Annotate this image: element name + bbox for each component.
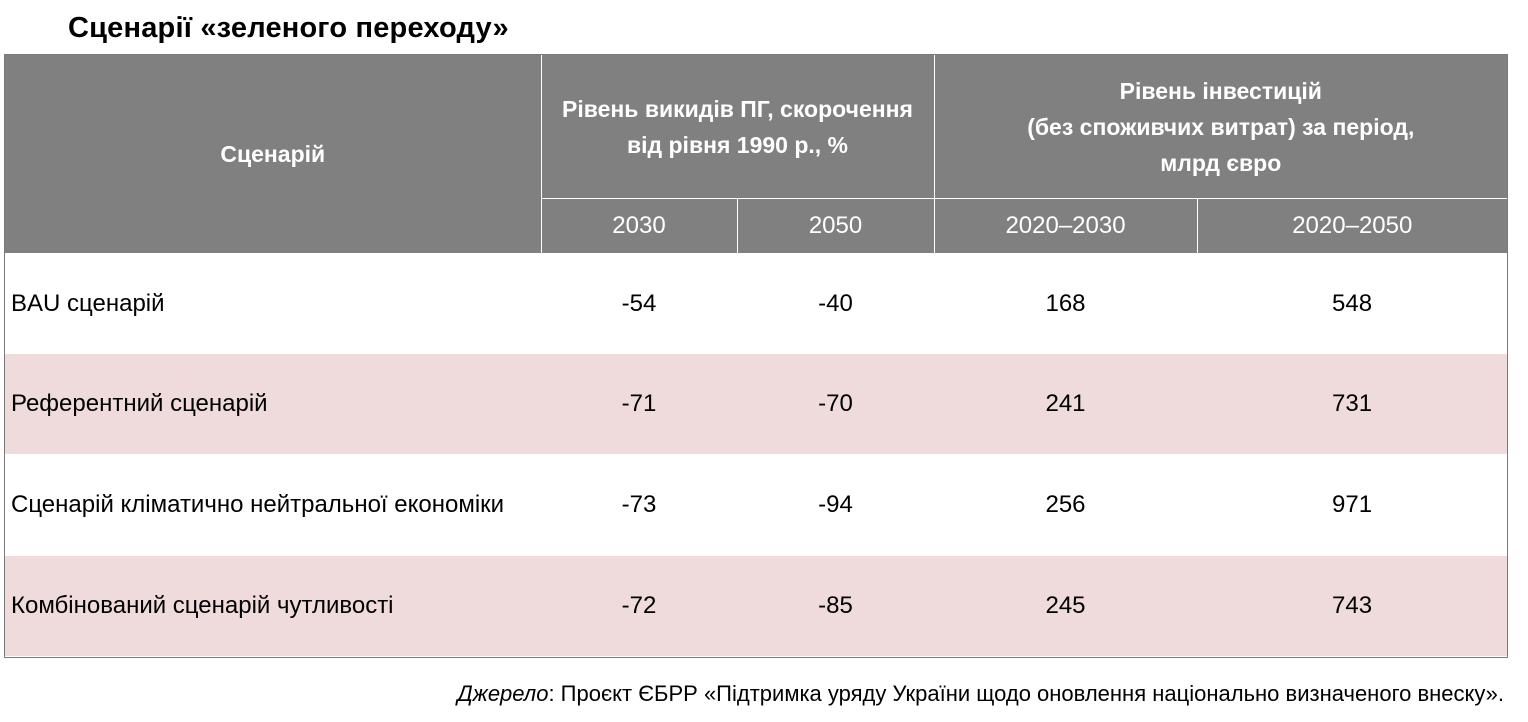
row-value-2050: -94 xyxy=(737,454,935,556)
row-value-2020-2050: 743 xyxy=(1197,556,1507,656)
row-value-2020-2050: 548 xyxy=(1197,253,1507,354)
table-row: Комбінований сценарій чутливості -72 -85… xyxy=(5,556,1507,656)
row-value-2030: -72 xyxy=(541,556,737,656)
row-value-2030: -73 xyxy=(541,454,737,556)
row-value-2030: -54 xyxy=(541,253,737,354)
row-value-2030: -71 xyxy=(541,354,737,454)
subheader-2030: 2030 xyxy=(540,198,738,254)
source-text: : Проєкт ЄБРР «Підтримка уряду України щ… xyxy=(548,681,1504,706)
table-row: BAU сценарій -54 -40 168 548 xyxy=(5,253,1507,354)
row-value-2020-2050: 731 xyxy=(1197,354,1507,454)
table-header-row: Сценарій Рівень викидів ПГ, скорочення в… xyxy=(5,55,1507,254)
row-value-2050: -85 xyxy=(737,556,935,656)
scenarios-table: Сценарій Рівень викидів ПГ, скорочення в… xyxy=(4,54,1508,658)
subheader-2050: 2050 xyxy=(736,198,935,254)
row-scenario-name: Сценарій кліматично нейтральної економік… xyxy=(5,454,541,556)
row-scenario-name: Комбінований сценарій чутливості xyxy=(5,556,541,656)
header-emissions: Рівень викидів ПГ, скорочення від рівня … xyxy=(540,55,935,199)
header-investment: Рівень інвестицій (без споживчих витрат)… xyxy=(933,55,1507,199)
row-value-2020-2050: 971 xyxy=(1197,454,1507,556)
row-value-2020-2030: 245 xyxy=(934,556,1198,656)
row-value-2020-2030: 241 xyxy=(934,354,1198,454)
row-scenario-name: Референтний сценарій xyxy=(5,354,541,454)
header-scenario: Сценарій xyxy=(5,55,542,254)
row-scenario-name: BAU сценарій xyxy=(5,253,541,354)
source-note: Джерело: Проєкт ЄБРР «Підтримка уряду Ук… xyxy=(457,681,1504,707)
source-label: Джерело xyxy=(457,681,549,706)
header-investment-line3: млрд євро xyxy=(1160,149,1282,176)
table-subheader-row: 2030 2050 2020–2030 2020–2050 xyxy=(5,198,1507,254)
row-value-2020-2030: 256 xyxy=(934,454,1198,556)
scenarios-table-grid: Сценарій Рівень викидів ПГ, скорочення в… xyxy=(5,55,1507,656)
row-value-2050: -40 xyxy=(737,253,935,354)
table-row: Референтний сценарій -71 -70 241 731 xyxy=(5,354,1507,454)
subheader-2020-2030: 2020–2030 xyxy=(933,198,1198,254)
table-row: Сценарій кліматично нейтральної економік… xyxy=(5,454,1507,556)
header-investment-line1: Рівень інвестицій xyxy=(1119,77,1322,104)
page-title: Сценарії «зеленого переходу» xyxy=(68,12,509,44)
row-value-2050: -70 xyxy=(737,354,935,454)
row-value-2020-2030: 168 xyxy=(934,253,1198,354)
subheader-2020-2050: 2020–2050 xyxy=(1196,198,1507,254)
header-investment-line2: (без споживчих витрат) за період, xyxy=(1027,113,1415,140)
